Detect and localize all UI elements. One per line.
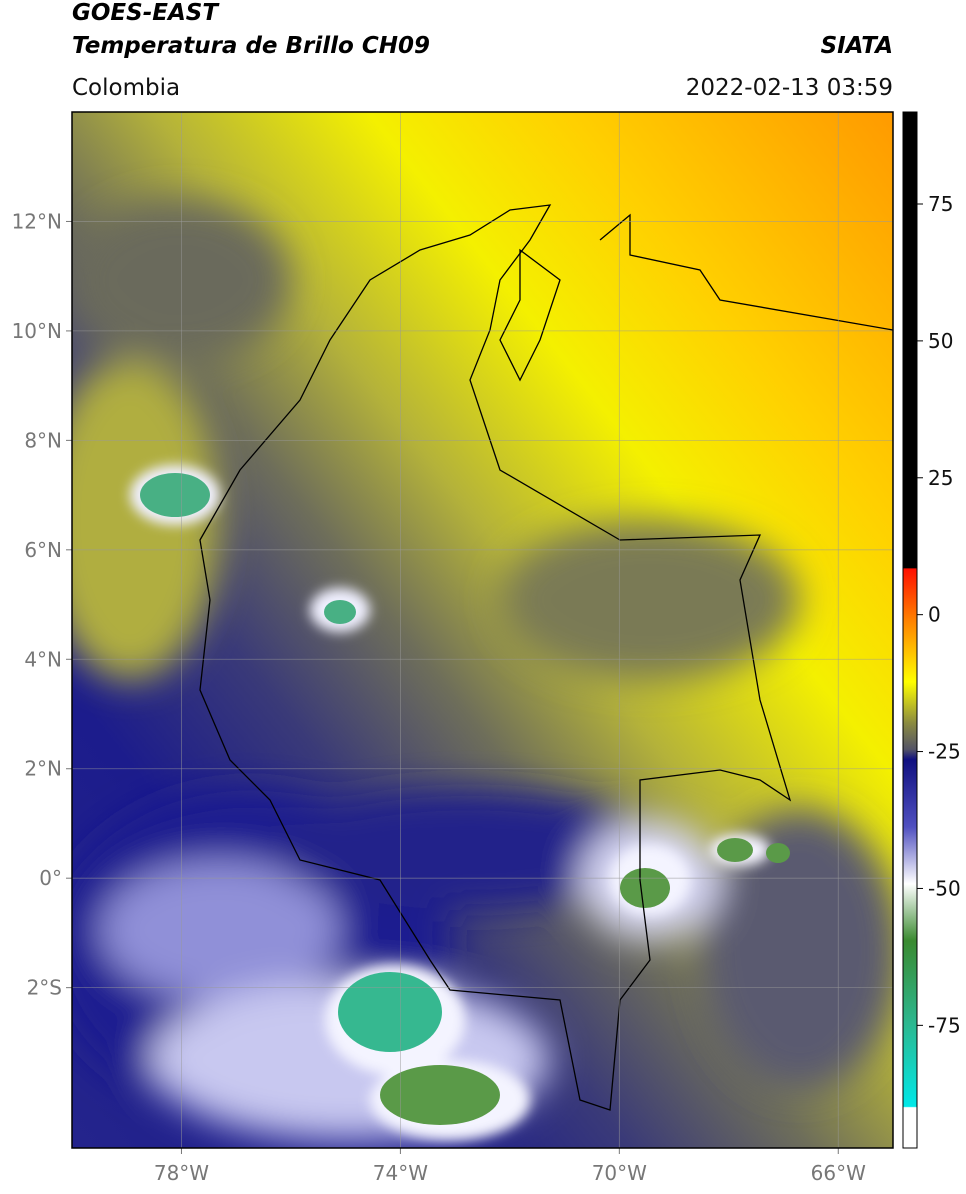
- lat-tick-label: 12°N: [12, 209, 62, 233]
- lon-tick-label: 70°W: [592, 1161, 647, 1185]
- colorbar-tick-label: -50: [928, 876, 961, 900]
- subtitle: Temperatura de Brillo CH09: [72, 33, 430, 59]
- colorbar-tick-label: -25: [928, 740, 961, 764]
- lon-tick-label: 78°W: [154, 1161, 209, 1185]
- lat-tick-label: 10°N: [12, 319, 62, 343]
- lat-tick-label: 6°N: [24, 538, 62, 562]
- lat-tick-label: 2°S: [27, 976, 62, 1000]
- colorbar-tick-label: 25: [928, 466, 953, 490]
- colorbar-tick-label: 75: [928, 192, 953, 216]
- coastline: [499, 213, 893, 382]
- coldest-cores: [140, 473, 790, 1125]
- lat-tick-label: 4°N: [24, 647, 62, 671]
- graticule: [66, 112, 893, 1154]
- colorbar-tick-label: 50: [928, 329, 953, 353]
- map-frame: [71, 111, 894, 1149]
- title: GOES-EAST: [72, 0, 220, 26]
- country-border: [199, 204, 792, 1111]
- source: SIATA: [821, 33, 893, 59]
- colorbar-tick-label: 0: [928, 603, 941, 627]
- region: Colombia: [72, 75, 180, 101]
- lat-tick-label: 2°N: [24, 757, 62, 781]
- colorbar: [902, 111, 918, 1149]
- lat-tick-label: 8°N: [24, 428, 62, 452]
- cloud-field: [72, 200, 893, 1140]
- lat-tick-label: 0°: [39, 866, 62, 890]
- timestamp: 2022-02-13 03:59: [686, 75, 893, 101]
- satellite-image: [72, 112, 893, 1148]
- lon-tick-label: 74°W: [373, 1161, 428, 1185]
- lon-tick-label: 66°W: [811, 1161, 866, 1185]
- colorbar-tick-label: -75: [928, 1013, 961, 1037]
